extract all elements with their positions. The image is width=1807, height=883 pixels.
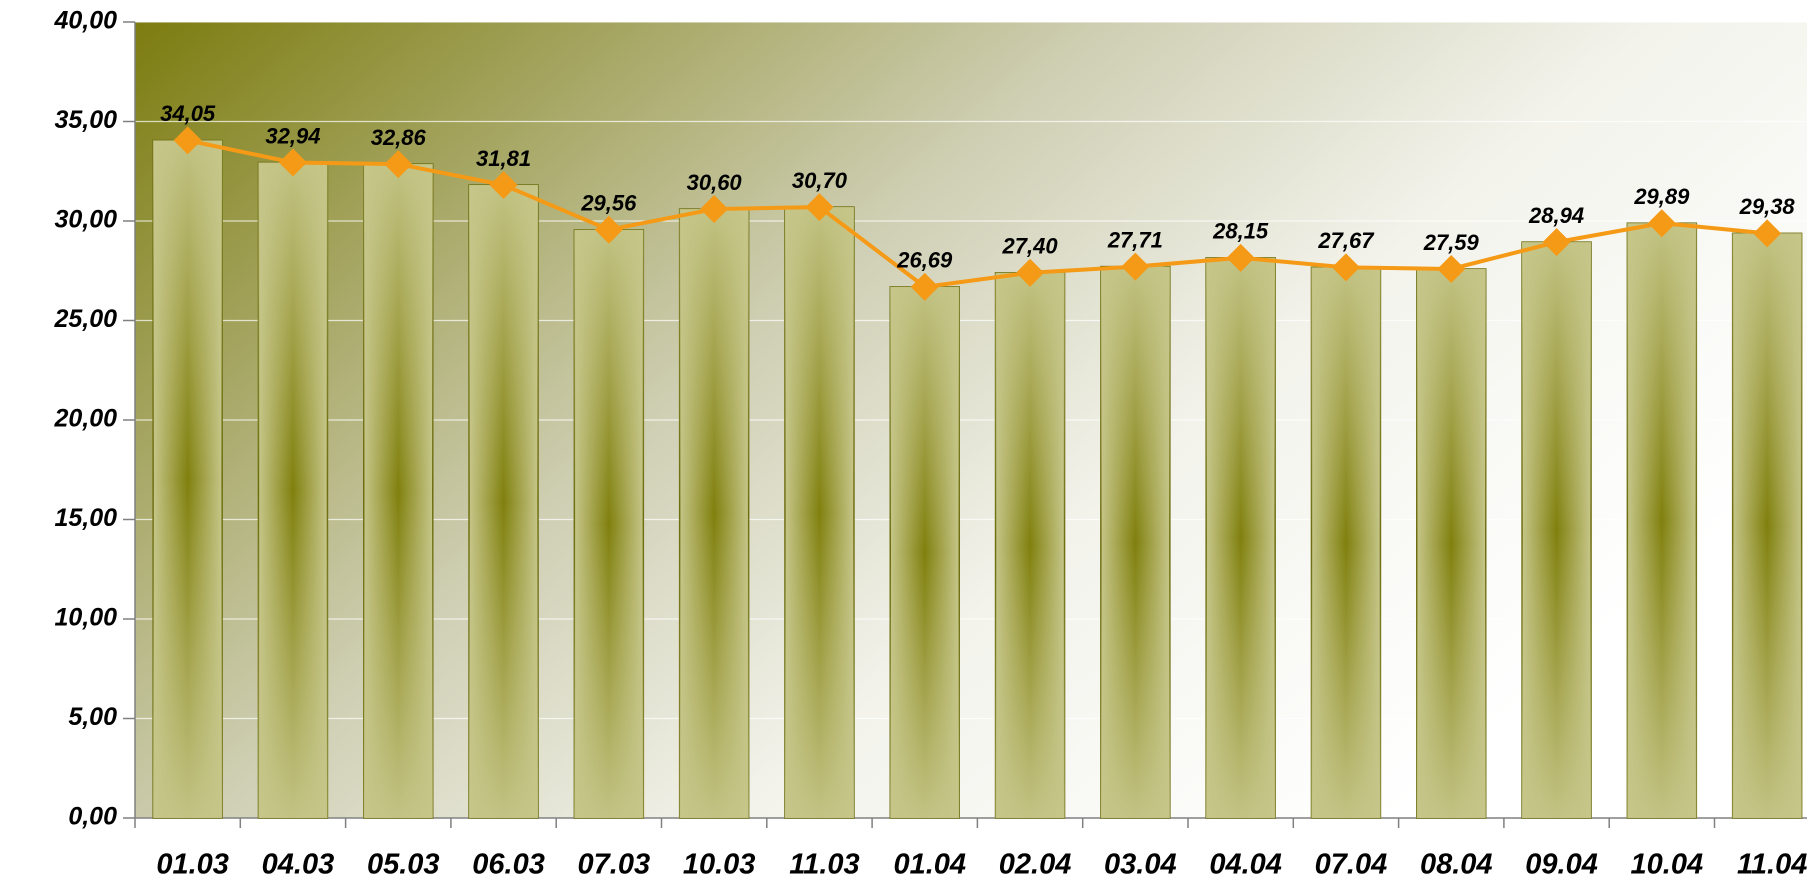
x-tick-label: 03.04 xyxy=(1104,849,1177,881)
value-label: 27,67 xyxy=(1317,228,1375,253)
bar-shade xyxy=(574,229,644,819)
x-tick-label: 08.04 xyxy=(1420,849,1493,881)
marker xyxy=(489,170,518,199)
x-tick-label: 11.03 xyxy=(789,849,859,881)
marker xyxy=(1016,258,1045,287)
bar-shade xyxy=(258,162,328,818)
x-tick-label: 10.03 xyxy=(683,849,756,881)
bar-shade xyxy=(153,140,223,818)
x-tick-label: 04.04 xyxy=(1209,849,1282,881)
marker xyxy=(1647,209,1676,238)
value-label: 28,94 xyxy=(1528,203,1584,228)
bar-shade xyxy=(1627,223,1697,819)
value-label: 27,59 xyxy=(1423,230,1480,255)
x-tick-label: 10.04 xyxy=(1631,849,1704,881)
value-label: 32,86 xyxy=(371,125,427,150)
value-label: 29,56 xyxy=(580,191,637,216)
x-tick-label: 01.04 xyxy=(893,849,966,881)
bar-shade xyxy=(995,272,1065,818)
y-tick-label: 5,00 xyxy=(68,703,117,731)
bar-shade xyxy=(890,286,960,818)
x-tick-label: 02.04 xyxy=(999,849,1072,881)
marker xyxy=(1437,254,1466,283)
marker xyxy=(910,272,939,301)
value-label: 26,69 xyxy=(896,248,953,273)
bar-shade xyxy=(1416,268,1486,819)
y-tick-label: 15,00 xyxy=(54,504,117,532)
marker xyxy=(700,195,729,224)
x-tick-label: 05.03 xyxy=(367,849,440,881)
x-tick-label: 01.03 xyxy=(156,849,229,881)
y-tick-label: 35,00 xyxy=(54,106,117,134)
value-label: 32,94 xyxy=(265,123,320,148)
bar-shade xyxy=(1311,267,1381,818)
x-tick-label: 07.03 xyxy=(578,849,651,881)
bar-shade xyxy=(1522,242,1592,818)
bar-shade xyxy=(363,164,433,818)
x-tick-label: 06.03 xyxy=(472,849,545,881)
value-label: 30,70 xyxy=(792,168,848,193)
value-label: 34,05 xyxy=(160,101,216,126)
marker xyxy=(1753,219,1782,248)
value-label: 30,60 xyxy=(687,170,743,195)
y-tick-label: 40,00 xyxy=(53,7,117,35)
bar-shade xyxy=(784,207,854,818)
line xyxy=(187,138,1768,289)
x-tick-label: 04.03 xyxy=(262,849,335,881)
y-tick-label: 10,00 xyxy=(54,604,117,632)
value-label: 29,38 xyxy=(1739,194,1796,219)
marker xyxy=(278,148,307,177)
value-label: 31,81 xyxy=(476,146,531,171)
marker xyxy=(1226,243,1255,272)
y-tick-label: 30,00 xyxy=(54,206,117,234)
y-tick-label: 25,00 xyxy=(53,305,117,333)
bar-shade xyxy=(1732,233,1802,818)
marker xyxy=(805,193,834,222)
value-label: 29,89 xyxy=(1633,184,1690,209)
y-tick-label: 20,00 xyxy=(53,405,117,433)
bar-shade xyxy=(1100,266,1170,818)
value-label: 28,15 xyxy=(1212,219,1269,244)
bar-shade xyxy=(679,209,749,818)
bar-shade xyxy=(1206,257,1276,818)
bar-shade xyxy=(469,184,539,818)
x-tick-label: 07.04 xyxy=(1315,849,1388,881)
y-tick-label: 0,00 xyxy=(68,803,117,831)
value-label: 27,40 xyxy=(1002,234,1059,259)
marker xyxy=(384,150,413,179)
value-label: 27,71 xyxy=(1107,227,1163,252)
marker xyxy=(1331,253,1360,282)
marker xyxy=(594,215,623,244)
marker xyxy=(1542,228,1571,257)
marker xyxy=(1121,252,1150,281)
marker xyxy=(173,126,202,155)
x-tick-label: 09.04 xyxy=(1525,849,1598,881)
x-tick-label: 11.04 xyxy=(1737,849,1807,881)
